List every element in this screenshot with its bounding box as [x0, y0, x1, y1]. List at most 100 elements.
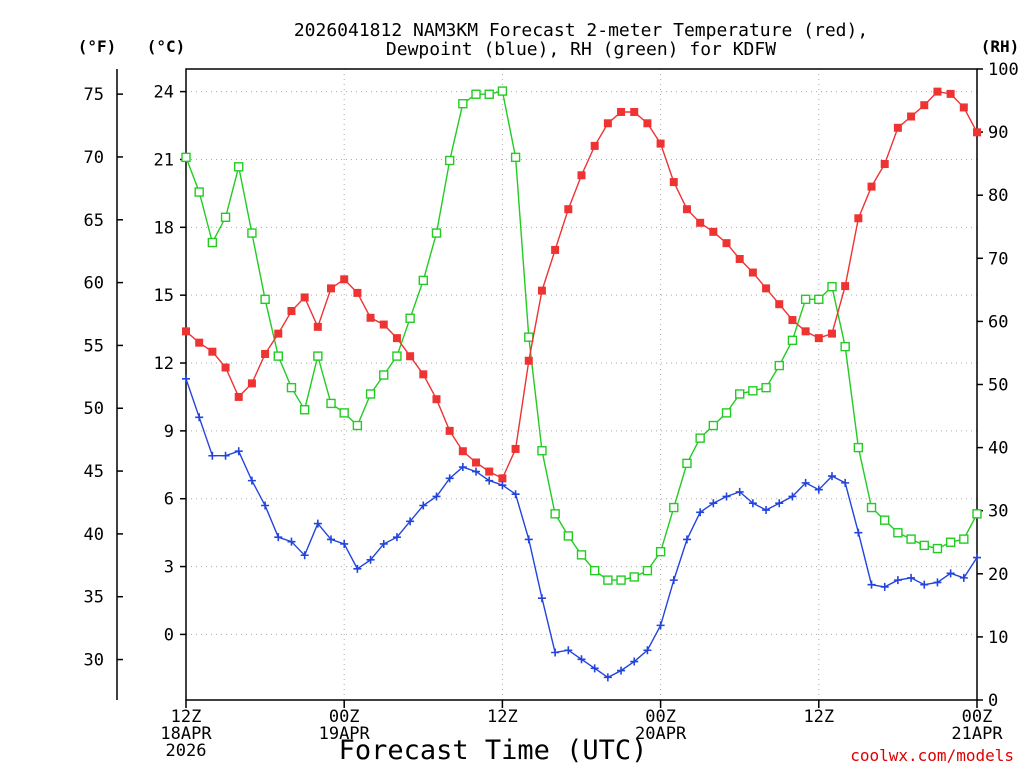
rh-point — [880, 515, 890, 525]
time-tick-label: 18APR — [160, 724, 212, 744]
rh-point — [669, 502, 679, 513]
temperature-point — [854, 214, 863, 223]
dewpoint-point — [709, 499, 718, 508]
rh-tick-label: 90 — [988, 123, 1008, 143]
dewpoint-point — [498, 481, 507, 490]
rh-point — [352, 420, 363, 431]
dewpoint-point — [867, 580, 876, 589]
dewpoint-point — [564, 646, 573, 655]
fahrenheit-axis: 30 35 40 45 50 55 60 65 70 75 — [84, 85, 123, 671]
temperature-point — [709, 227, 718, 236]
rh-point — [510, 152, 521, 163]
rh-point — [484, 89, 494, 99]
temperature-point — [340, 275, 349, 284]
temperature-point — [379, 320, 388, 329]
dewpoint-point — [327, 535, 336, 544]
rh-point — [853, 442, 864, 453]
rh-point — [919, 540, 929, 551]
rh-point — [774, 360, 784, 371]
dewpoint-point — [656, 621, 665, 630]
rh-series — [181, 86, 982, 585]
temperature-point — [907, 112, 916, 121]
dewpoint-point — [682, 535, 691, 544]
rh-tick-label: 100 — [988, 60, 1019, 80]
temperature-point — [814, 334, 823, 343]
dewpoint-point — [959, 573, 968, 582]
fahrenheit-tick-label: 55 — [84, 336, 104, 356]
dewpoint-point — [432, 492, 441, 501]
rh-point — [603, 575, 613, 585]
rh-point — [234, 162, 244, 172]
temperature-point — [590, 141, 599, 150]
dewpoint-point — [603, 673, 612, 682]
chart-title: 2026041812 NAM3KM Forecast 2-meter Tempe… — [294, 20, 868, 60]
temperature-point — [775, 300, 784, 309]
rh-point — [273, 351, 283, 361]
dewpoint-line — [185, 378, 978, 679]
dewpoint-point — [920, 580, 929, 589]
rh-point — [260, 294, 270, 305]
rh-point — [576, 550, 587, 560]
x-axis-label: Forecast Time (UTC) — [339, 735, 648, 766]
temperature-point — [327, 284, 336, 293]
dewpoint-point — [445, 474, 454, 483]
fahrenheit-tick-label: 45 — [84, 462, 104, 482]
dewpoint-point — [854, 528, 863, 537]
rh-point — [207, 237, 218, 248]
dewpoint-point — [208, 451, 217, 460]
rh-point — [497, 86, 508, 96]
temperature-point — [577, 171, 586, 180]
dewpoint-point — [472, 467, 481, 476]
dewpoint-point — [340, 539, 349, 548]
temperature-point — [208, 347, 217, 356]
rh-point — [524, 332, 534, 342]
dewpoint-point — [973, 553, 981, 562]
rh-point — [563, 531, 574, 541]
rh-tick-label: 20 — [988, 565, 1008, 585]
dewpoint-point — [406, 517, 415, 526]
dewpoint-point — [485, 476, 494, 485]
celsius-unit-label: (°C) — [147, 37, 186, 56]
temperature-point — [485, 467, 494, 476]
temperature-point — [973, 128, 981, 137]
temperature-point — [801, 327, 810, 336]
time-tick-label: 19APR — [319, 724, 371, 744]
rh-tick-label: 80 — [988, 186, 1008, 206]
rh-point — [682, 458, 692, 469]
time-tick-label: 21APR — [951, 724, 1003, 744]
temperature-point — [841, 282, 850, 291]
dewpoint-point — [274, 533, 283, 542]
rh-point — [945, 537, 956, 547]
rh-point — [800, 294, 811, 305]
fahrenheit-tick-label: 65 — [84, 211, 104, 231]
rh-point — [339, 408, 349, 418]
temperature-point — [300, 293, 309, 302]
rh-point — [840, 341, 850, 352]
temperature-point — [735, 254, 744, 263]
rh-point — [695, 433, 705, 443]
temperature-point — [261, 349, 270, 358]
temperature-point — [432, 395, 441, 404]
time-tick-label: 2026 — [166, 741, 207, 761]
time-tick-label: 20APR — [635, 724, 687, 744]
rh-point — [194, 187, 204, 197]
dewpoint-point — [801, 478, 810, 487]
temperature-point — [221, 363, 230, 372]
dewpoint-point — [313, 519, 322, 528]
rh-point — [247, 228, 257, 238]
time-tick-label: 12Z — [803, 707, 834, 727]
rh-point — [550, 509, 560, 519]
dewpoint-point — [735, 487, 744, 496]
fahrenheit-tick-label: 70 — [84, 148, 104, 168]
rh-point — [906, 534, 916, 544]
temperature-point — [353, 288, 362, 297]
temperature-point — [564, 205, 573, 214]
dewpoint-point — [577, 655, 586, 664]
dewpoint-point — [221, 451, 230, 460]
temperature-point — [788, 316, 797, 325]
plot-frame — [185, 68, 978, 701]
dewpoint-point — [551, 648, 560, 657]
dewpoint-point — [537, 594, 546, 603]
temperature-point — [445, 426, 454, 435]
temperature-point — [458, 447, 467, 456]
